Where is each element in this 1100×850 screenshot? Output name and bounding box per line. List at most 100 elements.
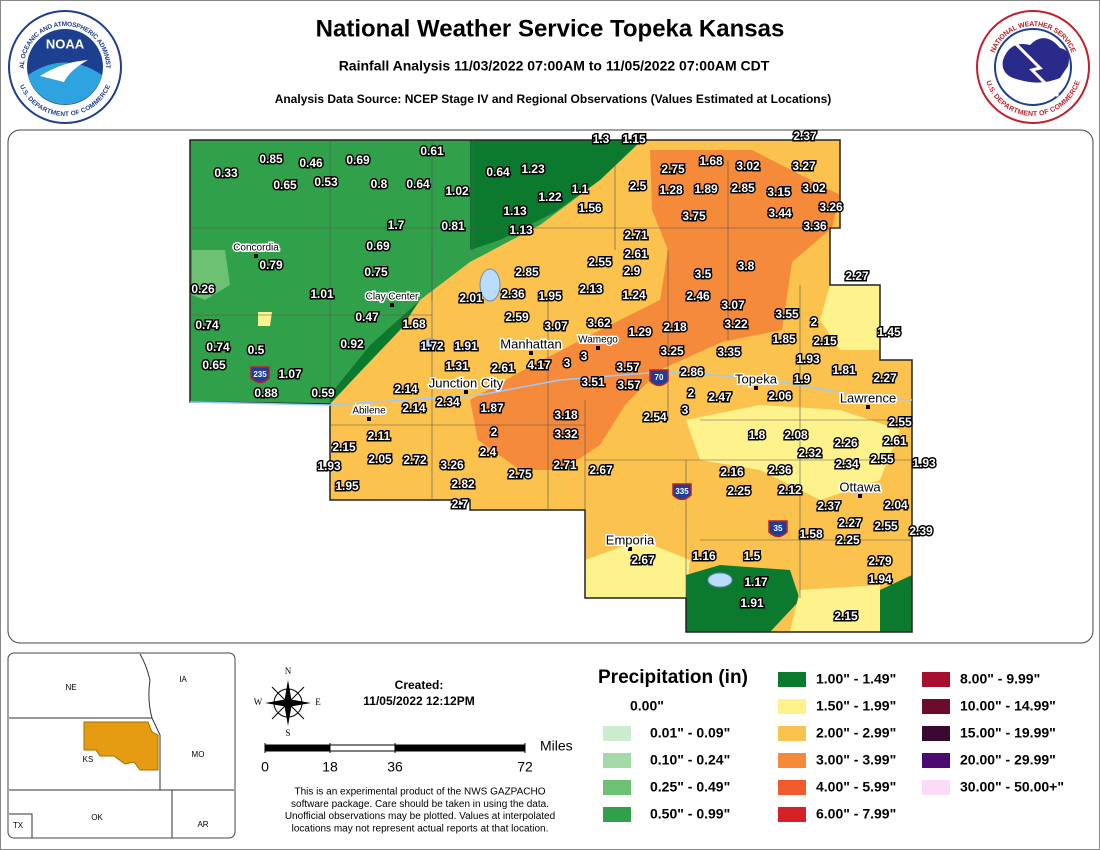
station-value: 0.53 bbox=[314, 175, 338, 189]
station-value: 3.26 bbox=[440, 458, 464, 472]
station-value: 2.37 bbox=[793, 129, 817, 143]
station-value: 3.02 bbox=[736, 159, 760, 173]
state-label: TX bbox=[13, 821, 24, 830]
station-value: 1.7 bbox=[388, 218, 405, 232]
station-value: 3 bbox=[564, 356, 571, 370]
field-dark-green bbox=[470, 140, 642, 250]
station-value: 0.61 bbox=[420, 144, 444, 158]
station-value: 2.34 bbox=[436, 395, 460, 409]
station-value: 0.64 bbox=[406, 177, 430, 191]
station-value: 3.62 bbox=[587, 316, 611, 330]
scale-tick-label: 72 bbox=[517, 759, 533, 775]
station-value: 1.58 bbox=[799, 527, 823, 541]
station-value: 1.17 bbox=[744, 575, 768, 589]
station-value: 1.31 bbox=[445, 359, 469, 373]
field-yellow bbox=[790, 585, 880, 632]
state-label: NE bbox=[65, 683, 76, 692]
station-value: 2.14 bbox=[394, 382, 418, 396]
city-dot bbox=[529, 351, 533, 355]
station-value: 1.95 bbox=[538, 289, 562, 303]
station-value: 1.5 bbox=[744, 549, 761, 563]
city-dot bbox=[858, 494, 862, 498]
station-value: 1.87 bbox=[480, 401, 504, 415]
legend-label: 8.00" - 9.99" bbox=[960, 671, 1040, 687]
station-value: 1.68 bbox=[402, 317, 426, 331]
field-yellow bbox=[820, 285, 880, 350]
legend-swatch bbox=[778, 672, 806, 687]
station-value: 0.74 bbox=[206, 340, 230, 354]
station-value: 1.1 bbox=[572, 182, 589, 196]
city-label: Junction City bbox=[429, 375, 504, 390]
title: National Weather Service Topeka Kansas bbox=[316, 15, 785, 42]
station-value: 3.25 bbox=[660, 344, 684, 358]
station-value: 2 bbox=[688, 386, 695, 400]
station-value: 2.61 bbox=[883, 434, 907, 448]
station-value: 1.45 bbox=[877, 325, 901, 339]
state-lines bbox=[9, 653, 234, 838]
station-value: 2.46 bbox=[686, 289, 710, 303]
station-value: 2.37 bbox=[817, 499, 841, 513]
compass-letter: E bbox=[315, 697, 321, 707]
station-value: 1.95 bbox=[335, 479, 359, 493]
station-value: 3.27 bbox=[792, 159, 816, 173]
station-value: 2.5 bbox=[630, 179, 647, 193]
state-label: AR bbox=[197, 820, 208, 829]
created-label: Created: bbox=[395, 678, 444, 692]
station-value: 3.22 bbox=[724, 317, 748, 331]
source: Analysis Data Source: NCEP Stage IV and … bbox=[275, 92, 832, 106]
station-value: 2.08 bbox=[784, 428, 808, 442]
legend-swatch bbox=[778, 780, 806, 795]
logo-name: NOAA bbox=[46, 36, 85, 51]
station-value: 1.15 bbox=[622, 132, 646, 146]
station-value: 3.07 bbox=[544, 319, 568, 333]
logo-bird bbox=[40, 60, 88, 82]
station-value: 0.85 bbox=[259, 152, 283, 166]
station-value: 0.59 bbox=[311, 386, 335, 400]
station-value: 2.06 bbox=[768, 389, 792, 403]
field-dark-green bbox=[330, 300, 420, 404]
legend-swatch bbox=[922, 726, 950, 741]
field-yellow bbox=[585, 540, 690, 598]
station-value: 0.33 bbox=[214, 166, 238, 180]
station-value: 2.61 bbox=[491, 361, 515, 375]
station-value: 3.36 bbox=[803, 219, 827, 233]
field-light-green bbox=[192, 250, 230, 300]
interstate-label: 235 bbox=[253, 370, 267, 379]
city-dot bbox=[390, 303, 394, 307]
scale-unit: Miles bbox=[540, 738, 573, 754]
station-value: 2.82 bbox=[451, 477, 475, 491]
legend-swatch bbox=[603, 780, 631, 795]
station-value: 2.34 bbox=[835, 457, 859, 471]
river bbox=[189, 371, 913, 406]
station-value: 2.59 bbox=[505, 310, 529, 324]
station-value: 1.68 bbox=[699, 154, 723, 168]
legend-swatch bbox=[922, 672, 950, 687]
station-value: 2.25 bbox=[836, 533, 860, 547]
station-value: 2.54 bbox=[643, 410, 667, 424]
legend-swatch bbox=[778, 699, 806, 714]
station-value: 0.92 bbox=[340, 337, 364, 351]
station-value: 0.69 bbox=[346, 153, 370, 167]
station-value: 3.55 bbox=[775, 307, 799, 321]
disclaimer-line: Unofficial observations may be plotted. … bbox=[285, 811, 555, 822]
logo-bolt bbox=[1008, 36, 1060, 98]
station-value: 0.64 bbox=[486, 165, 510, 179]
station-value: 2.71 bbox=[624, 228, 648, 242]
station-value: 2.36 bbox=[768, 463, 792, 477]
station-value: 1.16 bbox=[692, 549, 716, 563]
legend-label: 0.50" - 0.99" bbox=[650, 806, 730, 822]
station-value: 2.18 bbox=[663, 320, 687, 334]
station-value: 3.5 bbox=[695, 267, 712, 281]
disclaimer-line: This is an experimental product of the N… bbox=[294, 787, 545, 798]
lake bbox=[479, 268, 501, 302]
station-value: 1.9 bbox=[794, 372, 811, 386]
city-label: Emporia bbox=[606, 532, 655, 547]
legend-swatch bbox=[603, 807, 631, 822]
field-orange bbox=[470, 150, 840, 470]
station-value: 2.79 bbox=[868, 554, 892, 568]
legend-swatch bbox=[922, 780, 950, 795]
station-value: 3.07 bbox=[721, 298, 745, 312]
legend-label: 1.00" - 1.49" bbox=[816, 671, 896, 687]
station-value: 0.79 bbox=[259, 258, 283, 272]
station-value: 2.67 bbox=[631, 553, 655, 567]
